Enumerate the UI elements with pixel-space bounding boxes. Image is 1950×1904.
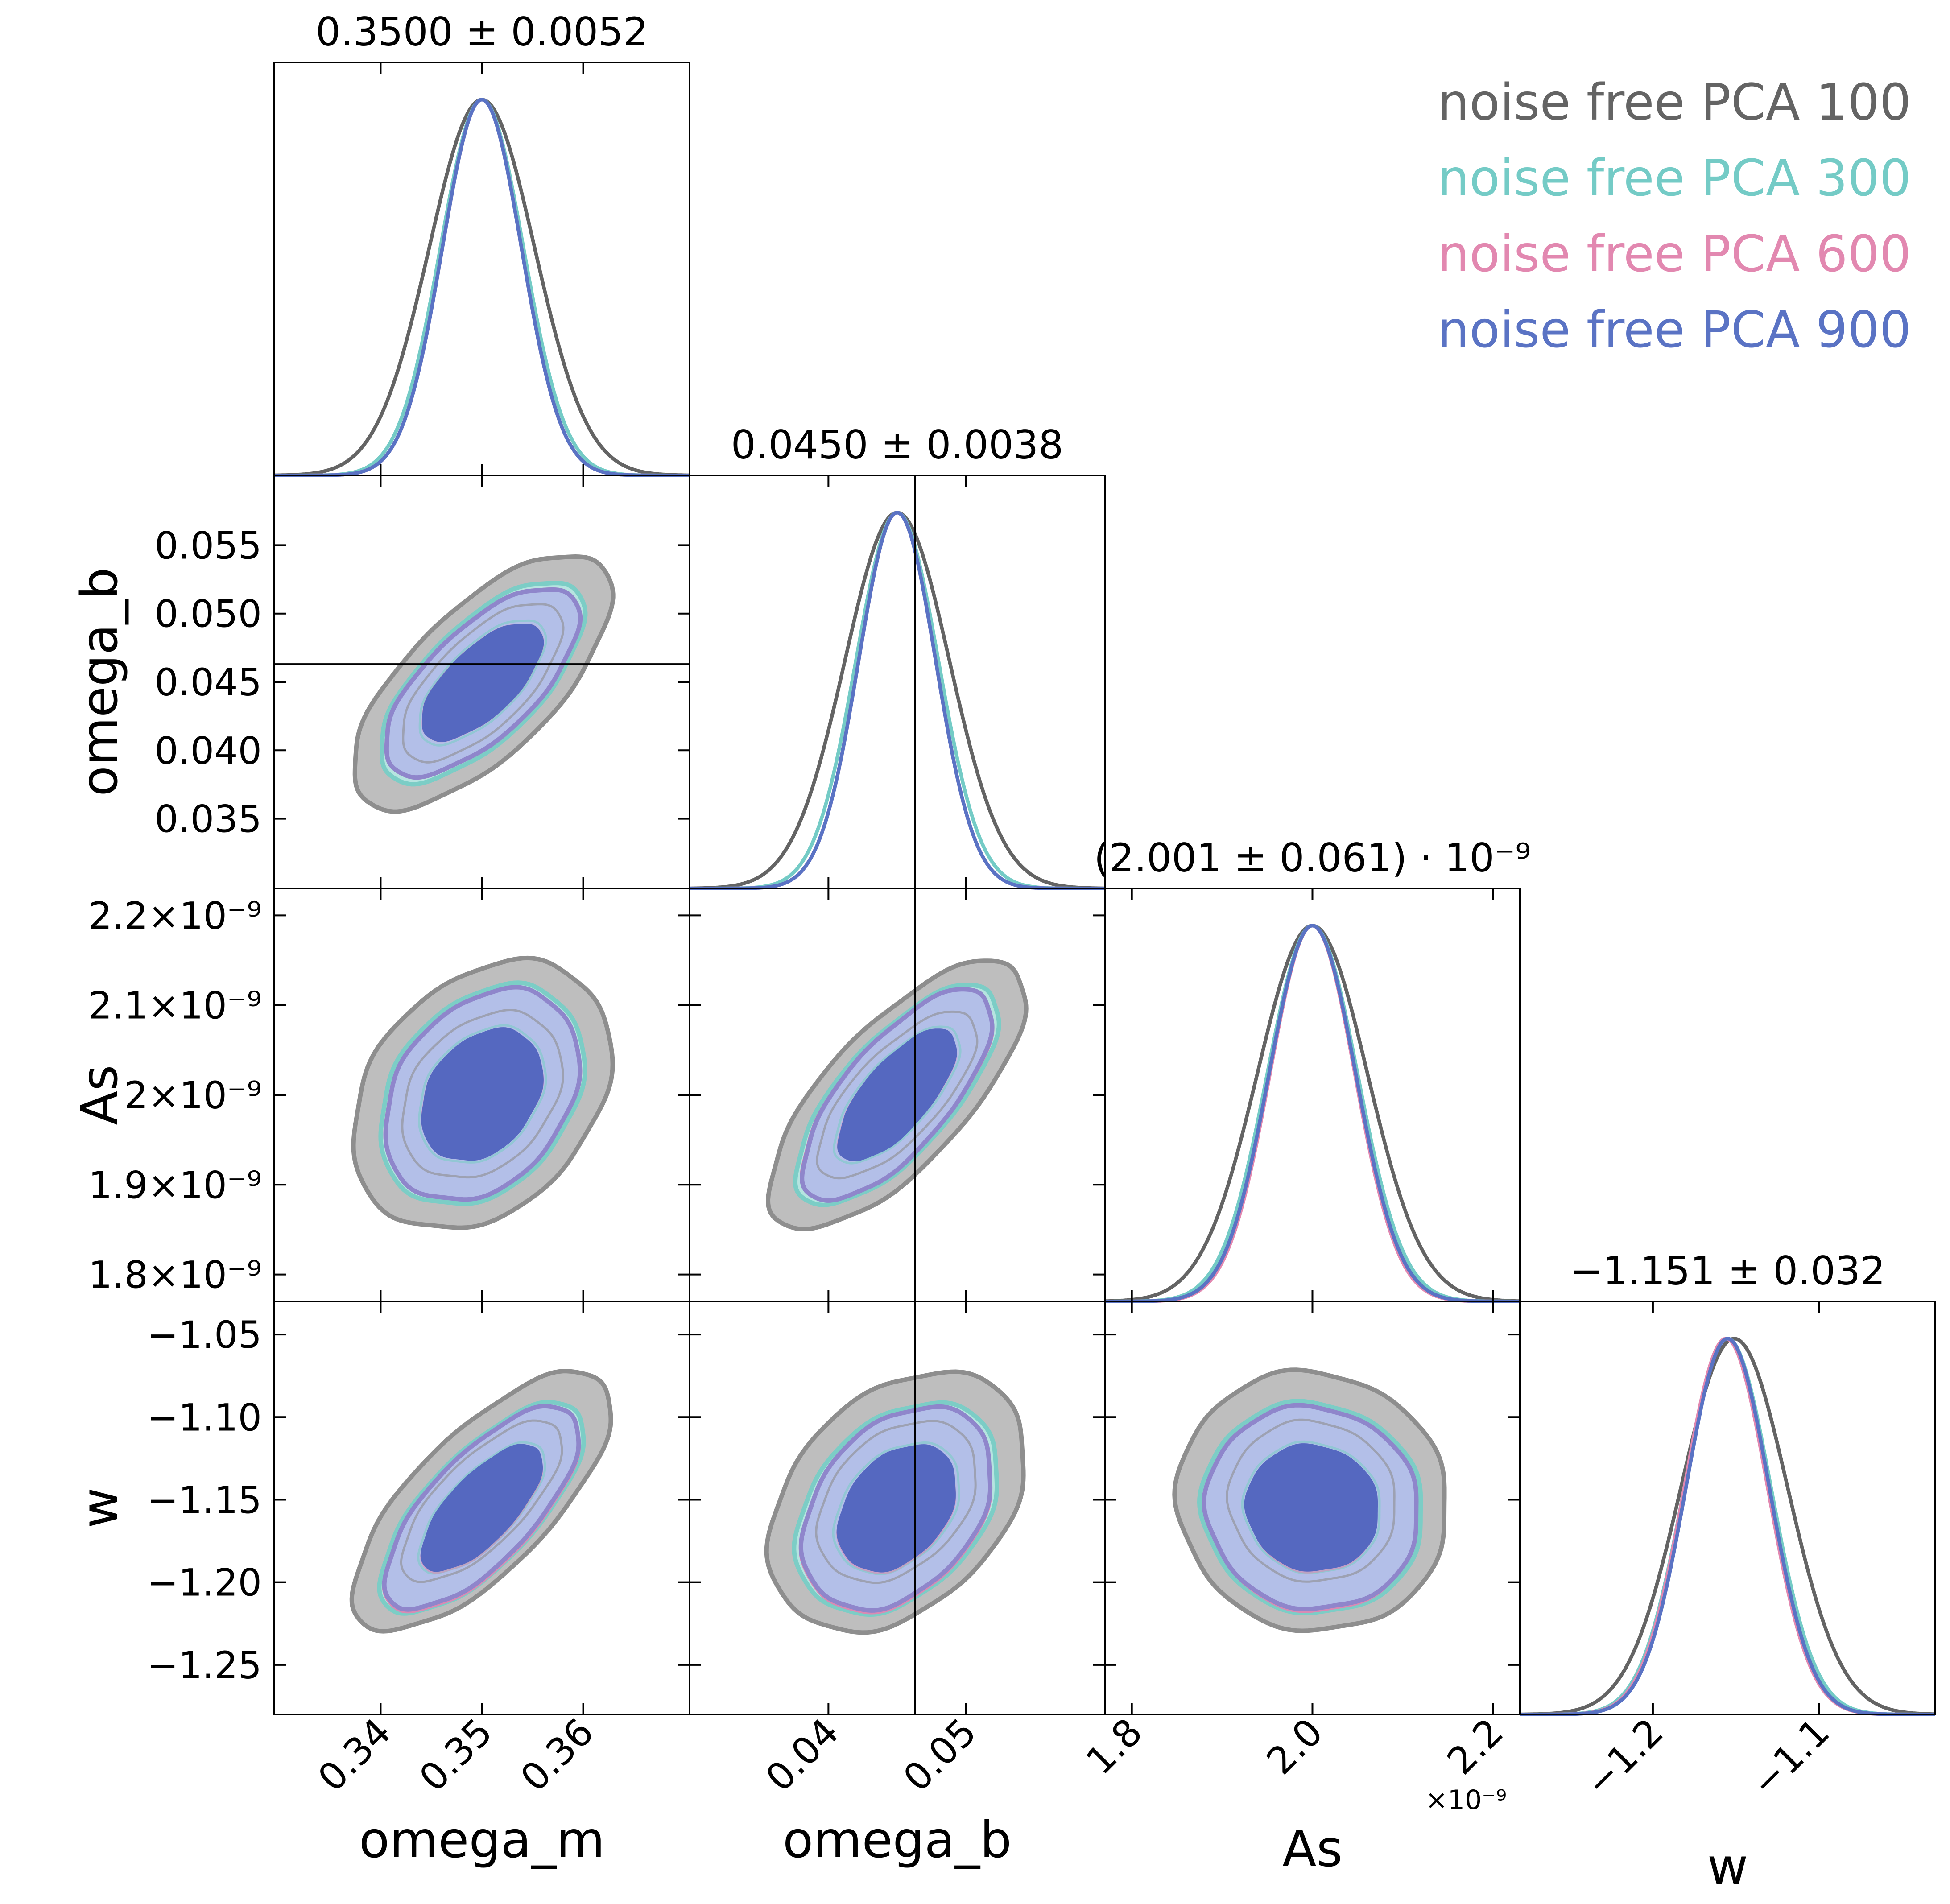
y-tick-label: 0.045	[155, 661, 262, 704]
contour-panel	[351, 955, 615, 1230]
contour-68-4	[422, 624, 544, 742]
x-tick-label: 1.8	[1078, 1710, 1151, 1783]
contour-68-4	[1244, 1443, 1378, 1572]
y-axis-label: omega_b	[71, 567, 129, 796]
legend-entry: noise free PCA 900	[1438, 301, 1911, 359]
contour-68-1	[1226, 1418, 1396, 1583]
marginal-curve-2	[1105, 924, 1520, 1303]
y-tick-label: −1.10	[147, 1396, 262, 1439]
contour-68-2	[1241, 1440, 1381, 1574]
contour-68-2	[832, 1441, 960, 1575]
plot-labels: 0.3500 ± 0.0052 0.0450 ± 0.0038 (2.001 ± 0…	[71, 9, 1885, 1896]
x-axis-label: As	[1282, 1820, 1343, 1878]
contour-68-4	[420, 1444, 543, 1572]
contour-68-1	[401, 1008, 564, 1179]
plot-axes	[273, 62, 1936, 1715]
contour-68-4	[421, 1027, 544, 1161]
x-tick-label: 0.34	[310, 1710, 400, 1800]
marginal-curve-4	[1105, 924, 1520, 1303]
x-tick-label: −1.1	[1743, 1710, 1838, 1805]
contour-panel	[352, 554, 616, 814]
panel-title: 0.0450 ± 0.0038	[731, 422, 1064, 468]
x-tick-label: 0.35	[411, 1710, 501, 1800]
contour-68-2	[418, 1024, 547, 1164]
contour-68-4	[837, 1028, 957, 1162]
marginal-curve-3	[274, 98, 690, 477]
panel-frame	[1104, 888, 1521, 1302]
contour-68-1	[815, 1420, 977, 1584]
legend-entry: noise free PCA 300	[1438, 149, 1911, 207]
contour-panel	[349, 1369, 613, 1634]
y-tick-label: 1.8×10⁻⁹	[88, 1253, 262, 1297]
legend: noise free PCA 100 noise free PCA 300 no…	[1438, 74, 1911, 359]
legend-entry: noise free PCA 100	[1438, 74, 1911, 132]
panel-frame	[689, 475, 1106, 889]
marginal-curve-4	[690, 511, 1105, 890]
x-tick-label: 2.0	[1258, 1710, 1331, 1783]
y-tick-label: −1.20	[147, 1561, 262, 1605]
marginal-curve-1	[1520, 1337, 1935, 1716]
y-tick-label: 2.1×10⁻⁹	[88, 984, 262, 1028]
marginal-curve-2	[274, 98, 690, 477]
contour-panel	[764, 1369, 1026, 1635]
plot-fills	[274, 98, 1935, 1716]
y-tick-label: −1.05	[147, 1313, 262, 1357]
x-tick-label: 0.04	[757, 1710, 847, 1800]
y-tick-label: 0.050	[155, 592, 262, 636]
contour-panel	[1172, 1367, 1447, 1633]
x-tick-label: 0.05	[895, 1710, 985, 1800]
contour-68-4	[836, 1444, 956, 1573]
marginal-curve-4	[274, 98, 690, 477]
y-tick-label: 2×10⁻⁹	[124, 1074, 262, 1117]
panel-frame	[273, 62, 690, 476]
x-tick-label: 2.2	[1439, 1710, 1512, 1783]
x-axis-label: omega_m	[359, 1811, 605, 1869]
marginal-curve-2	[690, 511, 1105, 890]
contour-panel	[766, 958, 1029, 1231]
panel-title: (2.001 ± 0.061) · 10⁻⁹	[1094, 835, 1531, 881]
contour-68-2	[418, 619, 547, 747]
panel-title: 0.3500 ± 0.0052	[316, 9, 649, 55]
y-axis-label: w	[71, 1487, 129, 1528]
marginal-curve-1	[1104, 924, 1520, 1303]
marginal-curve-4	[1520, 1337, 1935, 1716]
marginal-curve-1	[274, 98, 690, 477]
x-axis-label: w	[1707, 1838, 1748, 1896]
y-tick-label: 0.055	[155, 524, 262, 567]
legend-entry: noise free PCA 600	[1438, 225, 1911, 283]
x-tick-label: 0.36	[512, 1710, 602, 1800]
y-tick-label: −1.25	[147, 1644, 262, 1687]
x-tick-label: −1.2	[1577, 1710, 1672, 1805]
panel-title: −1.151 ± 0.032	[1570, 1248, 1885, 1294]
y-tick-label: 0.035	[155, 797, 262, 841]
marginal-curve-1	[690, 511, 1105, 890]
y-tick-label: 0.040	[155, 729, 262, 772]
y-tick-label: 2.2×10⁻⁹	[88, 894, 262, 938]
panel-frame	[1519, 1301, 1936, 1715]
contour-68-1	[402, 603, 565, 764]
x-axis-label: omega_b	[783, 1811, 1012, 1869]
marginal-curve-3	[1520, 1337, 1935, 1716]
y-axis-label: As	[71, 1065, 129, 1125]
contour-68-1	[400, 1419, 563, 1583]
contour-68-1	[816, 1010, 979, 1180]
contour-68-2	[833, 1025, 962, 1165]
y-tick-label: −1.15	[147, 1478, 262, 1522]
y-tick-label: 1.9×10⁻⁹	[88, 1163, 262, 1207]
marginal-curve-3	[690, 511, 1105, 890]
marginal-curve-2	[1520, 1337, 1935, 1716]
marginal-curve-3	[1105, 924, 1520, 1303]
x-offset-label: ×10⁻⁹	[1425, 1784, 1507, 1816]
